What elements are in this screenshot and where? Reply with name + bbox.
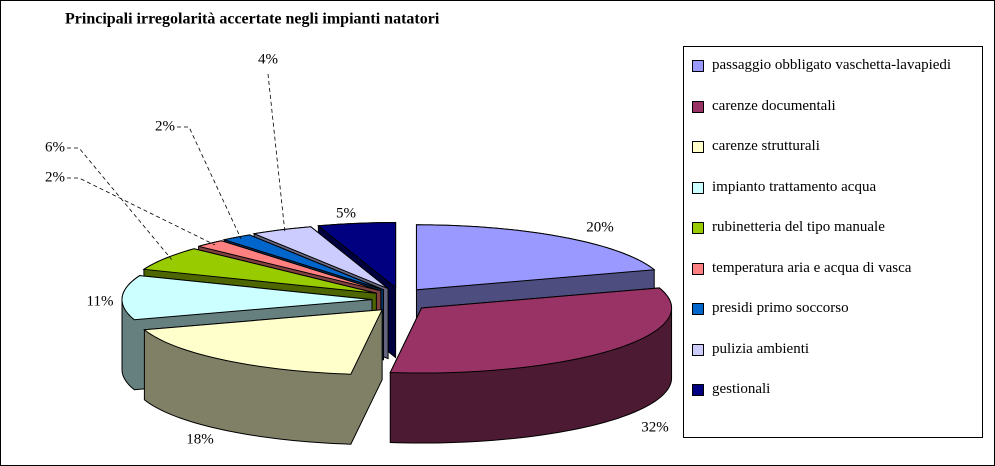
data-label: 11% [87, 293, 114, 309]
legend-item: carenze strutturali [692, 136, 977, 156]
slice [389, 287, 673, 374]
slice [142, 248, 377, 294]
leader-line [67, 177, 216, 246]
legend-swatch [692, 60, 704, 72]
legend-item: impianto trattamento acqua [692, 177, 977, 197]
slice [252, 226, 389, 290]
leader-line [67, 147, 172, 260]
legend-swatch [692, 100, 704, 113]
slice [198, 240, 381, 292]
data-label: 5% [336, 205, 356, 221]
legend-label: temperatura aria e acqua di vasca [712, 259, 912, 276]
leader-line [177, 126, 242, 239]
slice [121, 275, 373, 321]
leader-line [267, 73, 286, 232]
legend-label: gestionali [712, 381, 771, 397]
legend-item: passaggio obbligato vaschetta-lavapiedi [692, 55, 977, 75]
legend-swatch [692, 181, 704, 194]
legend-item: rubinetteria del tipo manuale [692, 217, 977, 237]
legend: passaggio obbligato vaschetta-lavapiedi c… [683, 46, 983, 438]
legend-item: temperatura aria e acqua di vasca [692, 258, 977, 278]
legend-label: rubinetteria del tipo manuale [712, 219, 885, 235]
slice [415, 224, 656, 291]
data-label: 32% [641, 419, 669, 435]
legend-swatch [692, 141, 704, 153]
legend-item: gestionali [692, 379, 977, 399]
legend-label: passaggio obbligato vaschetta-lavapiedi [712, 57, 952, 73]
legend-label: pulizia ambienti [712, 340, 810, 357]
data-label: 2% [155, 118, 175, 134]
slice [222, 234, 384, 291]
legend-label: carenze strutturali [712, 138, 820, 154]
data-label: 4% [258, 51, 278, 67]
slice [317, 222, 397, 289]
data-label: 18% [186, 431, 214, 447]
slice [143, 309, 383, 375]
legend-item: carenze documentali [692, 96, 977, 116]
data-label: 2% [45, 169, 65, 185]
legend-swatch [692, 303, 704, 315]
data-label: 6% [45, 139, 65, 155]
legend-item: pulizia ambienti [692, 339, 977, 359]
legend-label: presidi primo soccorso [712, 300, 849, 316]
legend-swatch [692, 222, 704, 234]
legend-swatch [692, 262, 704, 275]
legend-swatch [692, 384, 704, 396]
legend-swatch [692, 343, 704, 356]
data-label: 20% [586, 219, 614, 235]
chart-title: Principali irregolarità accertate negli … [65, 11, 440, 28]
legend-item: presidi primo soccorso [692, 298, 977, 318]
legend-label: impianto trattamento acqua [712, 178, 877, 195]
legend-label: carenze documentali [712, 97, 836, 114]
